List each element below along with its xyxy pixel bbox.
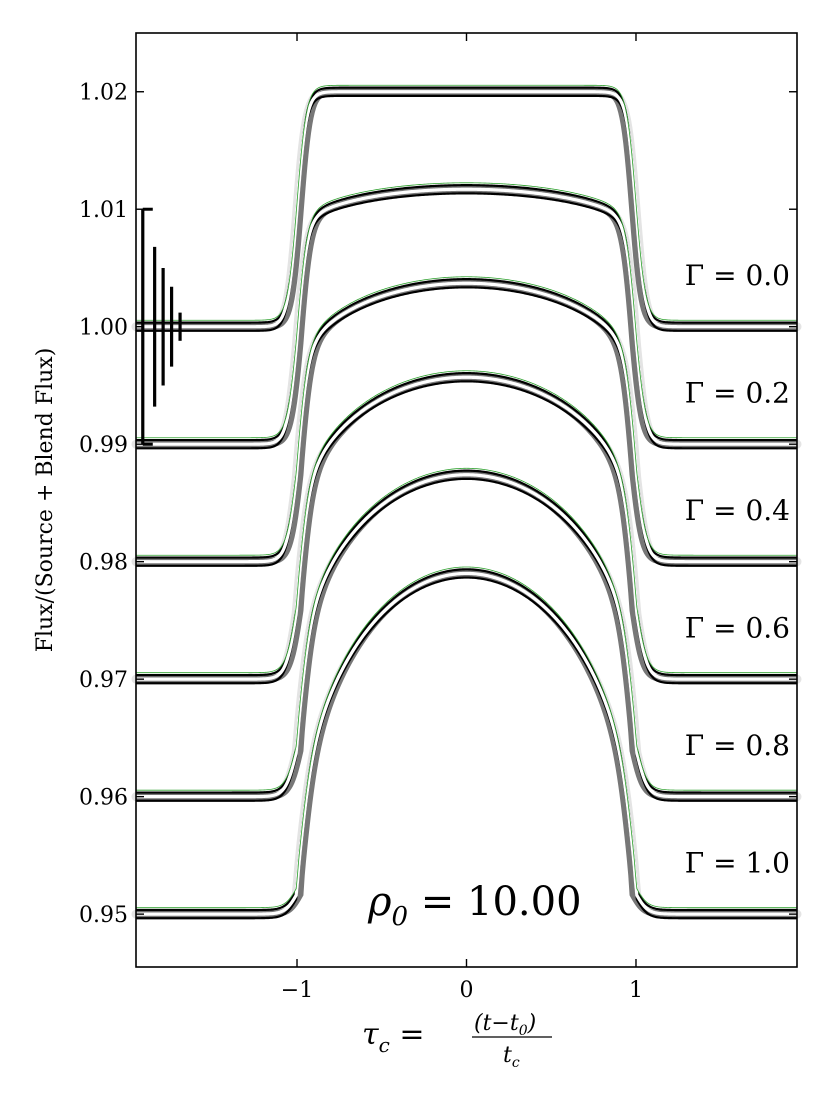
- series-line-upper: [136, 568, 797, 912]
- series-line-upper: [136, 372, 797, 677]
- y-tick-label: 1.00: [79, 316, 128, 341]
- curves-layer: [131, 84, 802, 920]
- series-2: [131, 276, 802, 567]
- series-line-lower: [136, 477, 797, 802]
- x-axis-label: τc = (t−t0) tc: [362, 1011, 552, 1071]
- series-line-core: [136, 571, 797, 916]
- y-tick-label: 1.01: [79, 198, 128, 223]
- series-model-line: [136, 276, 797, 556]
- series-line-lower: [136, 380, 797, 685]
- series-label-3: Γ = 0.6: [685, 611, 790, 644]
- series-line-core: [136, 281, 797, 564]
- x-tick-label: 1: [629, 978, 643, 1003]
- series-label-5: Γ = 1.0: [685, 846, 790, 879]
- svg-text:(t−t0): (t−t0): [474, 1011, 536, 1039]
- y-tick-label: 0.95: [79, 903, 128, 928]
- y-axis-label: Flux/(Source + Blend Flux): [33, 348, 58, 653]
- y-tick-label: 0.96: [79, 786, 128, 811]
- series-3: [131, 370, 802, 685]
- x-tick-label: −1: [281, 978, 313, 1003]
- series-line-upper: [136, 278, 797, 559]
- series-label-2: Γ = 0.4: [685, 494, 790, 527]
- series-line-lower: [136, 286, 797, 567]
- series-line-lower: [136, 576, 797, 920]
- series-label-4: Γ = 0.8: [685, 729, 790, 762]
- series-line-core: [136, 187, 797, 446]
- series-labels-layer: Γ = 0.0 Γ = 0.2 Γ = 0.4 Γ = 0.6 Γ = 0.8 Γ = 1…: [685, 259, 790, 879]
- series-line-core: [136, 90, 797, 329]
- series-model-line: [136, 182, 797, 439]
- series-line-upper: [136, 184, 797, 442]
- y-tick-label: 0.99: [79, 433, 128, 458]
- y-tick-label: 1.02: [79, 81, 128, 106]
- series-label-0: Γ = 0.0: [685, 259, 790, 292]
- series-1: [131, 182, 802, 450]
- series-label-1: Γ = 0.2: [685, 377, 790, 410]
- y-tick-label: 0.97: [79, 668, 128, 693]
- series-model-line: [136, 370, 797, 674]
- series-line-lower: [136, 94, 797, 332]
- series-4: [131, 467, 802, 802]
- series-model-line: [136, 84, 797, 321]
- series-model-line: [136, 467, 797, 791]
- svg-text:τc =: τc =: [362, 1017, 425, 1057]
- series-0: [131, 84, 802, 332]
- x-tick-label: 0: [460, 978, 474, 1003]
- ticks-layer: −1 0 1 0.95 0.96 0.97 0.98 0.99 1.00 1.01 1.02: [79, 33, 797, 1003]
- series-line-lower: [136, 192, 797, 450]
- series-line-core: [136, 375, 797, 681]
- series-5: [131, 566, 802, 920]
- series-line-upper: [136, 469, 797, 794]
- rho-annotation: ρ0 = 10.00: [367, 879, 582, 932]
- series-model-line: [136, 566, 797, 909]
- series-line-core: [136, 473, 797, 799]
- y-tick-label: 0.98: [79, 551, 128, 576]
- svg-text:tc: tc: [503, 1043, 520, 1071]
- series-line-upper: [136, 86, 797, 324]
